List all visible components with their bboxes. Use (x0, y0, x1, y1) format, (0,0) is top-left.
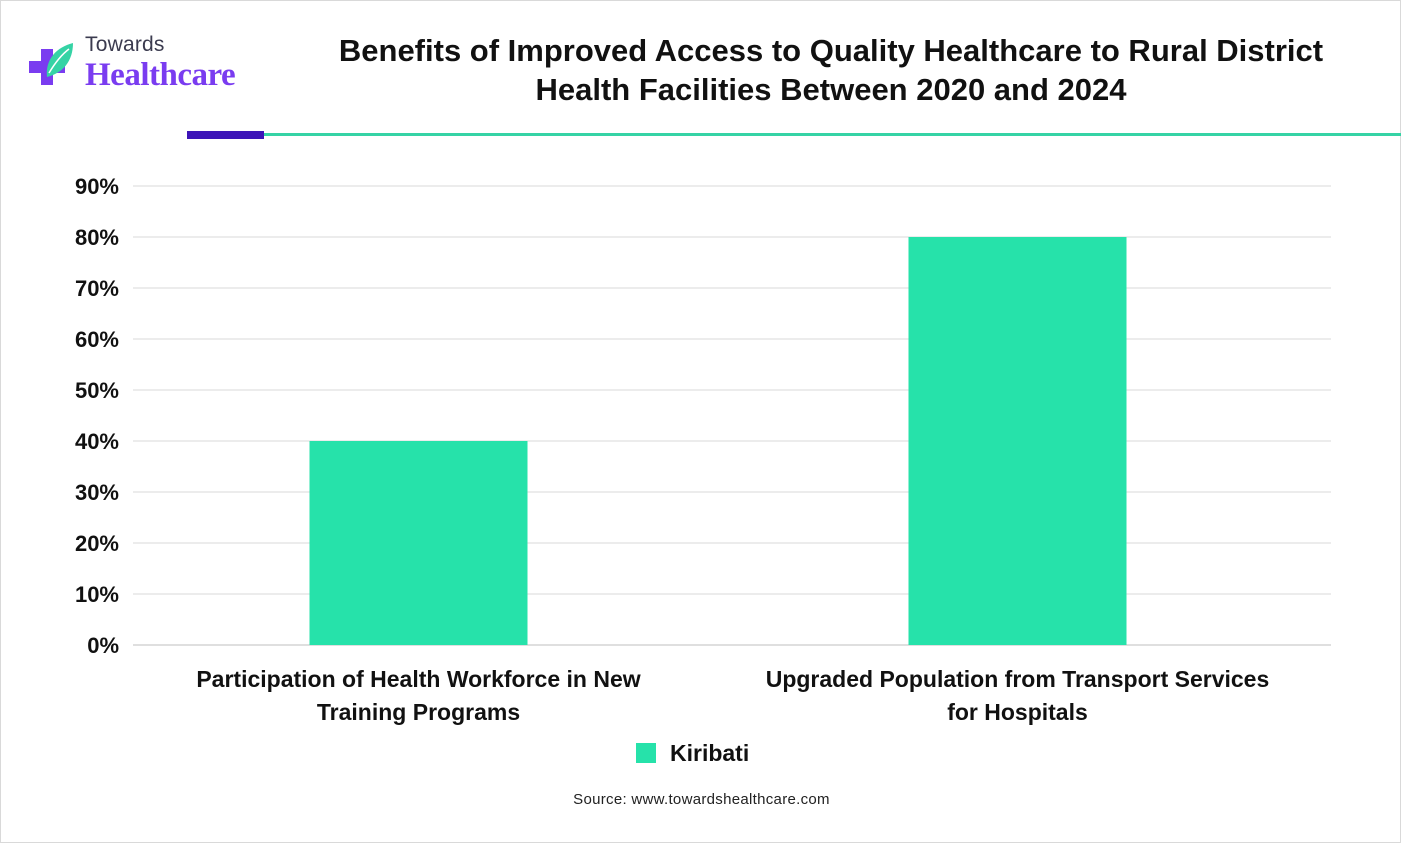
y-tick-label: 40% (75, 429, 119, 454)
medical-cross-leaf-icon (29, 43, 73, 85)
logo-main-text: Healthcare (85, 57, 236, 93)
legend-swatch-kiribati (636, 743, 656, 763)
chart-title-line-2: Health Facilities Between 2020 and 2024 (535, 72, 1127, 107)
chart-title: Benefits of Improved Access to Quality H… (291, 31, 1371, 109)
y-tick-label: 10% (75, 582, 119, 607)
x-category-label: Participation of Health Workforce in New (196, 666, 640, 692)
y-tick-label: 70% (75, 276, 119, 301)
x-category-label: for Hospitals (947, 699, 1088, 725)
x-category-label: Upgraded Population from Transport Servi… (766, 666, 1270, 692)
bars (309, 237, 1127, 645)
legend-label-kiribati: Kiribati (670, 739, 750, 766)
y-tick-label: 50% (75, 378, 119, 403)
y-axis-ticks: 0% 10% 20% 30% 40% 50% 60% 70% 80% 90% (75, 174, 119, 658)
header-divider-line (264, 133, 1401, 136)
chart-title-line-1: Benefits of Improved Access to Quality H… (338, 33, 1324, 68)
y-tick-label: 0% (87, 633, 119, 658)
y-tick-label: 90% (75, 174, 119, 199)
bar-kiribati-0 (309, 441, 528, 645)
y-tick-label: 80% (75, 225, 119, 250)
legend: Kiribati (636, 738, 749, 768)
source-note: Source: www.towardshealthcare.com (573, 791, 830, 808)
y-tick-label: 30% (75, 480, 119, 505)
bar-chart: 0% 10% 20% 30% 40% 50% 60% 70% 80% 90% Participat… (75, 174, 1331, 725)
y-tick-label: 20% (75, 531, 119, 556)
y-tick-label: 60% (75, 327, 119, 352)
header-accent-bar (187, 131, 264, 139)
x-category-label: Training Programs (317, 699, 520, 725)
logo-top-text: Towards (85, 33, 165, 56)
x-axis-categories: Participation of Health Workforce in New… (196, 666, 1269, 725)
brand-logo: Towards Healthcare (27, 31, 267, 101)
bar-kiribati-1 (908, 237, 1127, 645)
